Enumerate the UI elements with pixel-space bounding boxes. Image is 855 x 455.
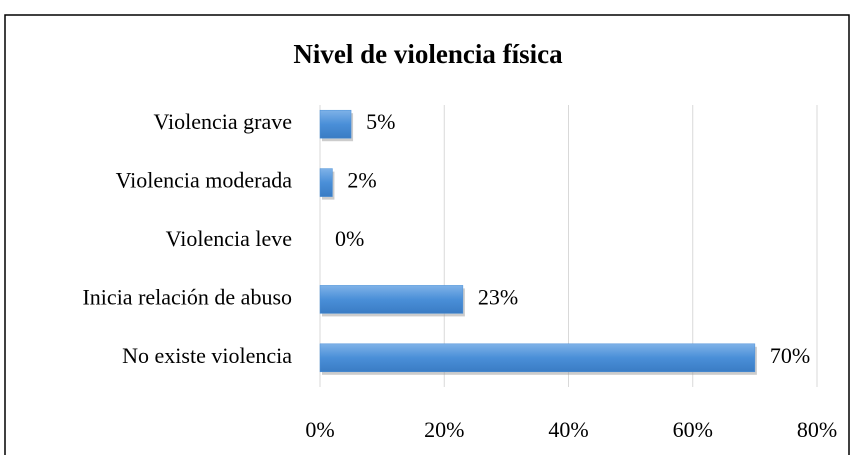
y-tick-label: Violencia grave <box>153 109 292 134</box>
y-tick-label: Inicia relación de abuso <box>82 284 292 309</box>
chart-title: Nivel de violencia física <box>293 39 563 69</box>
data-label: 5% <box>366 109 395 134</box>
x-tick-label: 0% <box>305 417 334 442</box>
data-label: 23% <box>478 284 518 309</box>
bar <box>319 168 333 197</box>
x-tick-label: 60% <box>673 417 713 442</box>
bar <box>319 343 756 373</box>
data-label: 70% <box>770 343 810 368</box>
bar <box>319 285 464 314</box>
x-tick-label: 40% <box>548 417 588 442</box>
y-tick-label: Violencia leve <box>166 226 292 251</box>
data-label: 2% <box>347 168 376 193</box>
chart-frame <box>4 14 850 455</box>
y-tick-label: Violencia moderada <box>116 168 293 193</box>
y-tick-label: No existe violencia <box>122 343 292 368</box>
data-label: 0% <box>335 226 364 251</box>
x-tick-label: 20% <box>424 417 464 442</box>
bar <box>319 109 352 139</box>
x-tick-label: 80% <box>797 417 837 442</box>
